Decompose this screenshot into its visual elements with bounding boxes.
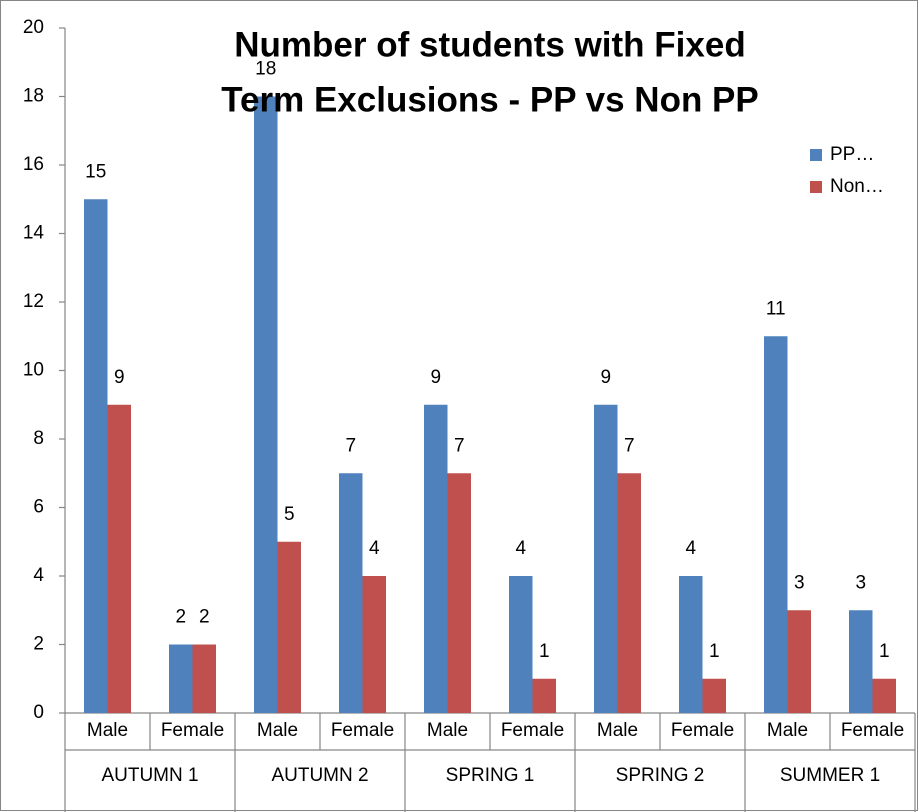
bar	[192, 644, 216, 713]
legend-label: Non…	[830, 176, 884, 197]
legend-label: PP…	[830, 144, 874, 165]
bar	[254, 96, 278, 713]
data-label: 1	[539, 641, 550, 662]
bar	[702, 678, 726, 713]
data-label: 9	[430, 367, 441, 388]
bar	[594, 404, 618, 713]
data-label: 4	[369, 538, 380, 559]
x-tick-label: Male	[597, 720, 638, 741]
x-tick-label: Male	[767, 720, 808, 741]
bar	[509, 576, 533, 713]
y-tick-label: 16	[23, 154, 44, 175]
data-label: 4	[685, 538, 696, 559]
legend-swatch	[810, 181, 822, 193]
data-label: 7	[624, 435, 635, 456]
bar	[787, 610, 811, 713]
legend-swatch	[810, 149, 822, 161]
bar	[107, 404, 131, 713]
y-tick-label: 6	[33, 497, 44, 518]
chart-title: Number of students with Fixed	[234, 25, 745, 64]
bar	[764, 336, 788, 713]
data-label: 9	[114, 367, 125, 388]
bar	[872, 678, 896, 713]
bar	[362, 576, 386, 713]
y-tick-label: 20	[23, 17, 44, 38]
data-label: 3	[855, 572, 866, 593]
bar	[447, 473, 471, 713]
bar	[277, 541, 301, 713]
y-tick-label: 12	[23, 291, 44, 312]
bar	[169, 644, 193, 713]
data-label: 9	[600, 367, 611, 388]
data-label: 5	[284, 504, 295, 525]
y-tick-label: 4	[33, 565, 44, 586]
bar	[849, 610, 873, 713]
data-label: 1	[709, 641, 720, 662]
data-label: 11	[766, 298, 786, 319]
x-tick-label: Female	[841, 720, 904, 741]
group-label: AUTUMN 2	[271, 765, 368, 786]
data-label: 4	[515, 538, 526, 559]
data-label: 2	[175, 607, 186, 628]
bar	[679, 576, 703, 713]
data-label: 18	[255, 59, 276, 80]
data-label: 1	[879, 641, 890, 662]
group-label: AUTUMN 1	[101, 765, 198, 786]
bar	[617, 473, 641, 713]
data-label: 7	[454, 435, 465, 456]
y-tick-label: 8	[33, 428, 44, 449]
x-tick-label: Female	[501, 720, 564, 741]
data-label: 15	[85, 161, 106, 182]
group-label: SUMMER 1	[780, 765, 880, 786]
x-tick-label: Female	[161, 720, 224, 741]
bar	[532, 678, 556, 713]
data-label: 3	[794, 572, 805, 593]
y-tick-label: 2	[33, 634, 44, 655]
bar	[424, 404, 448, 713]
x-tick-label: Male	[87, 720, 128, 741]
bar	[339, 473, 363, 713]
x-tick-label: Male	[427, 720, 468, 741]
x-tick-label: Female	[671, 720, 734, 741]
data-label: 2	[199, 607, 210, 628]
y-tick-label: 0	[33, 702, 44, 723]
x-tick-label: Female	[331, 720, 394, 741]
y-tick-label: 10	[23, 360, 44, 381]
chart-title: Term Exclusions - PP vs Non PP	[221, 80, 759, 119]
y-tick-label: 14	[23, 223, 45, 244]
group-label: SPRING 1	[446, 765, 535, 786]
group-label: SPRING 2	[616, 765, 705, 786]
y-tick-label: 18	[23, 86, 44, 107]
bar	[84, 199, 108, 713]
data-label: 7	[345, 435, 356, 456]
x-tick-label: Male	[257, 720, 298, 741]
